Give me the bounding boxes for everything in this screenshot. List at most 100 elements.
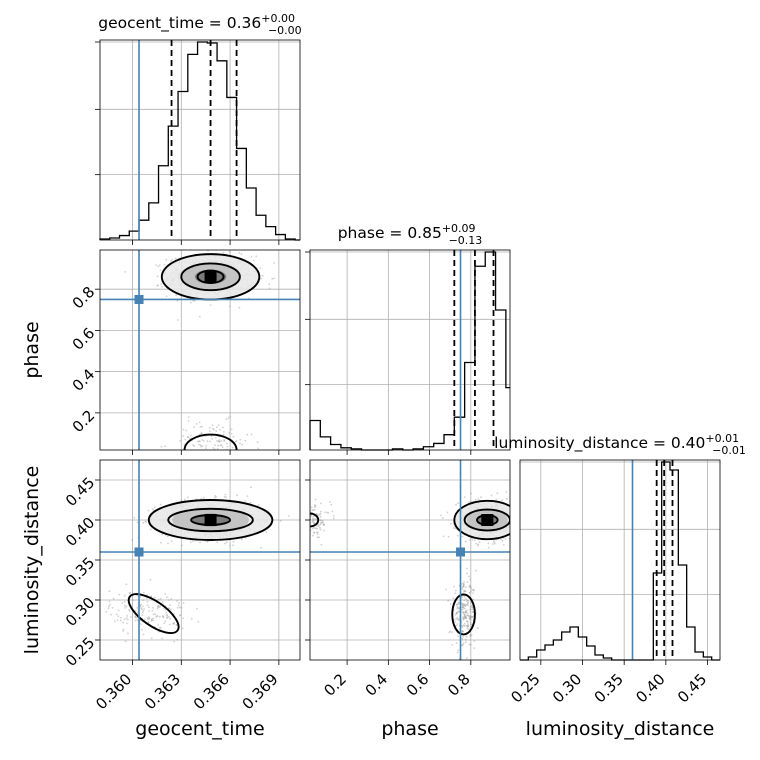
sample-point — [471, 538, 474, 541]
sample-point — [167, 599, 170, 601]
sample-point — [456, 612, 458, 615]
sample-point — [164, 445, 167, 448]
sample-point — [323, 524, 325, 526]
sample-point — [323, 523, 325, 526]
sample-point — [304, 502, 306, 504]
sample-point — [220, 439, 223, 442]
sample-point — [200, 432, 203, 435]
sample-point — [181, 627, 184, 630]
sample-point — [154, 613, 157, 616]
density-peak — [204, 514, 217, 526]
sample-point — [155, 264, 158, 266]
sample-point — [450, 522, 452, 525]
sample-point — [296, 517, 298, 519]
sample-point — [301, 520, 303, 522]
sample-point — [470, 623, 472, 625]
sample-point — [174, 257, 177, 260]
sample-point — [156, 275, 159, 278]
sample-point — [249, 501, 252, 504]
sample-point — [466, 657, 468, 659]
sample-point — [490, 494, 493, 497]
sample-point — [447, 599, 450, 602]
sample-point — [466, 581, 469, 583]
truth-marker — [456, 547, 466, 557]
sample-point — [183, 498, 186, 501]
sample-point — [200, 451, 202, 453]
sample-point — [205, 447, 207, 450]
sample-point — [108, 605, 110, 608]
sample-point — [159, 605, 162, 607]
sample-point — [208, 430, 211, 432]
sample-point — [462, 618, 465, 620]
sample-point — [246, 433, 249, 436]
sample-point — [305, 525, 307, 527]
sample-point — [198, 443, 200, 446]
sample-point — [198, 440, 200, 442]
sample-point — [467, 625, 469, 628]
sample-point — [504, 538, 507, 540]
sample-point — [147, 621, 150, 623]
sample-point — [314, 505, 317, 508]
sample-point — [165, 611, 168, 614]
sample-point — [316, 536, 319, 539]
sample-point — [133, 516, 136, 519]
sample-point — [152, 617, 155, 620]
sample-point — [179, 606, 181, 609]
sample-point — [306, 521, 308, 523]
sample-point — [163, 622, 166, 625]
sample-point — [170, 540, 173, 542]
sample-point — [217, 444, 220, 447]
sample-point — [176, 599, 178, 602]
sample-point — [260, 277, 262, 280]
sample-point — [462, 624, 465, 626]
sample-point — [469, 617, 472, 620]
sample-point — [465, 616, 467, 619]
sample-point — [212, 427, 214, 430]
sample-point — [487, 546, 490, 549]
sample-point — [153, 506, 156, 509]
sample-point — [312, 519, 315, 522]
sample-point — [222, 426, 225, 429]
sample-point — [451, 631, 453, 633]
sample-point — [171, 259, 174, 261]
sample-point — [452, 527, 455, 529]
sample-point — [474, 670, 476, 672]
sample-point — [113, 620, 116, 623]
sample-point — [514, 517, 516, 519]
sample-point — [257, 447, 259, 450]
sample-point — [214, 437, 217, 439]
sample-point — [469, 615, 472, 618]
sample-point — [468, 586, 470, 588]
panel-content — [296, 460, 519, 672]
x-tick-label: 0.25 — [507, 670, 543, 706]
sample-point — [163, 263, 166, 266]
sample-point — [142, 605, 144, 608]
sample-point — [305, 517, 307, 519]
sample-point — [307, 523, 309, 525]
sample-point — [112, 597, 115, 600]
sample-point — [454, 613, 457, 616]
sample-point — [467, 614, 469, 617]
axes-frame — [99, 39, 301, 241]
sample-point — [179, 614, 182, 616]
sample-point — [316, 525, 318, 527]
sample-point — [128, 610, 131, 613]
sample-point — [461, 611, 464, 614]
grid — [520, 460, 720, 660]
sample-point — [257, 504, 260, 507]
sample-point — [223, 496, 226, 498]
sample-point — [216, 440, 218, 442]
sample-point — [195, 423, 198, 425]
sample-point — [468, 591, 471, 594]
sample-point — [461, 606, 464, 609]
sample-point — [319, 515, 322, 518]
sample-point — [480, 496, 482, 499]
sample-point — [236, 494, 239, 497]
sample-point — [168, 623, 171, 626]
sample-point — [517, 523, 519, 525]
x-axis-label: luminosity_distance — [526, 718, 715, 740]
sample-point — [166, 613, 169, 616]
sample-point — [469, 605, 472, 608]
sample-point — [464, 615, 467, 618]
sample-point — [326, 511, 329, 514]
